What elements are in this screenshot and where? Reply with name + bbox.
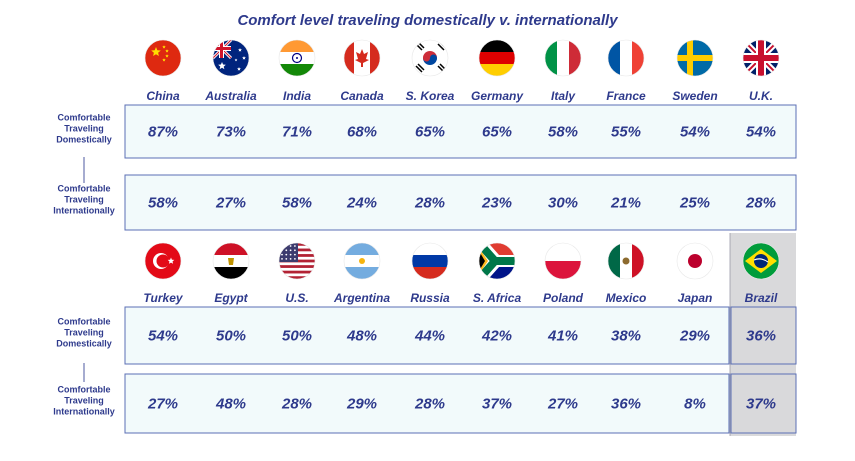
domestic-row-box-panel-1 (124, 104, 797, 159)
domestic-value: 54% (680, 124, 710, 141)
domestic-value: 65% (415, 124, 445, 141)
country-label: Turkey (143, 291, 183, 305)
international-value: 28% (414, 195, 445, 212)
country-label: Germany (471, 89, 524, 103)
international-value: 23% (481, 195, 512, 212)
domestic-value: 50% (282, 328, 312, 345)
country-label: Argentina (333, 291, 390, 305)
domestic-row-label-panel-1: Comfortable Traveling Domestically (56, 113, 112, 145)
country-label: Poland (543, 291, 584, 305)
country-label: U.K. (749, 89, 773, 103)
domestic-value: 41% (547, 328, 578, 345)
country-label: Sweden (672, 89, 717, 103)
domestic-value: 65% (482, 124, 512, 141)
country-label: France (606, 89, 646, 103)
russia-flag-icon (411, 242, 449, 280)
international-value: 29% (346, 396, 377, 413)
international-value: 27% (547, 396, 578, 413)
argentina-flag-icon (343, 242, 381, 280)
domestic-value: 54% (746, 124, 776, 141)
south-korea-flag-icon (411, 39, 449, 77)
domestic-value: 42% (481, 328, 512, 345)
international-row-box-panel-2 (124, 373, 730, 434)
country-label: Japan (678, 291, 713, 305)
turkey-flag-icon (144, 242, 182, 280)
international-value: 27% (147, 396, 178, 413)
china-flag-icon (144, 39, 182, 77)
international-value: 8% (684, 396, 706, 413)
international-value: 24% (346, 195, 377, 212)
country-label: S. Africa (473, 291, 522, 305)
italy-flag-icon (544, 39, 582, 77)
country-label: China (146, 89, 180, 103)
australia-flag-icon (212, 39, 250, 77)
india-flag-icon (278, 39, 316, 77)
mexico-flag-icon (607, 242, 645, 280)
international-value: 36% (611, 396, 641, 413)
poland-flag-icon (544, 242, 582, 280)
domestic-value: 87% (148, 124, 178, 141)
international-value: 48% (215, 396, 246, 413)
international-row-box-panel-1 (124, 174, 797, 231)
domestic-row-box-panel-2 (124, 306, 730, 365)
international-value: 37% (482, 396, 512, 413)
domestic-value: 36% (746, 328, 776, 345)
international-row-label-panel-2: Comfortable Traveling Internationally (53, 385, 115, 417)
international-row-label-panel-1: Comfortable Traveling Internationally (53, 184, 115, 216)
country-label: Canada (340, 89, 384, 103)
south-africa-flag-icon (478, 242, 516, 280)
international-value: 58% (282, 195, 312, 212)
domestic-value: 68% (347, 124, 377, 141)
international-value: 25% (679, 195, 710, 212)
canada-flag-icon (343, 39, 381, 77)
international-value: 28% (281, 396, 312, 413)
international-value: 21% (610, 195, 641, 212)
country-label: S. Korea (406, 89, 455, 103)
international-value: 27% (215, 195, 246, 212)
uk-flag-icon (742, 39, 780, 77)
country-label: Egypt (214, 291, 248, 305)
domestic-value: 71% (282, 124, 312, 141)
sweden-flag-icon (676, 39, 714, 77)
chart-title: Comfort level traveling domestically v. … (237, 12, 618, 29)
domestic-value: 44% (414, 328, 445, 345)
international-value: 30% (548, 195, 578, 212)
germany-flag-icon (478, 39, 516, 77)
brazil-cell-box-international (730, 373, 797, 434)
domestic-value: 54% (148, 328, 178, 345)
domestic-value: 29% (679, 328, 710, 345)
international-value: 58% (148, 195, 178, 212)
international-value: 28% (745, 195, 776, 212)
us-flag-icon (278, 242, 316, 280)
domestic-value: 73% (216, 124, 246, 141)
japan-flag-icon (676, 242, 714, 280)
country-label: Mexico (606, 291, 647, 305)
international-value: 28% (414, 396, 445, 413)
domestic-value: 55% (611, 124, 641, 141)
country-label: India (283, 89, 311, 103)
domestic-value: 48% (346, 328, 377, 345)
egypt-flag-icon (212, 242, 250, 280)
country-label: Russia (410, 291, 450, 305)
domestic-row-label-panel-2: Comfortable Traveling Domestically (56, 317, 112, 349)
brazil-flag-icon (742, 242, 780, 280)
country-label: Brazil (745, 291, 778, 305)
domestic-value: 50% (216, 328, 246, 345)
international-value: 37% (746, 396, 776, 413)
country-label: Italy (551, 89, 576, 103)
country-label: Australia (204, 89, 257, 103)
country-label: U.S. (285, 291, 308, 305)
domestic-value: 38% (611, 328, 641, 345)
domestic-value: 58% (548, 124, 578, 141)
brazil-cell-box-domestic (730, 306, 797, 365)
france-flag-icon (607, 39, 645, 77)
